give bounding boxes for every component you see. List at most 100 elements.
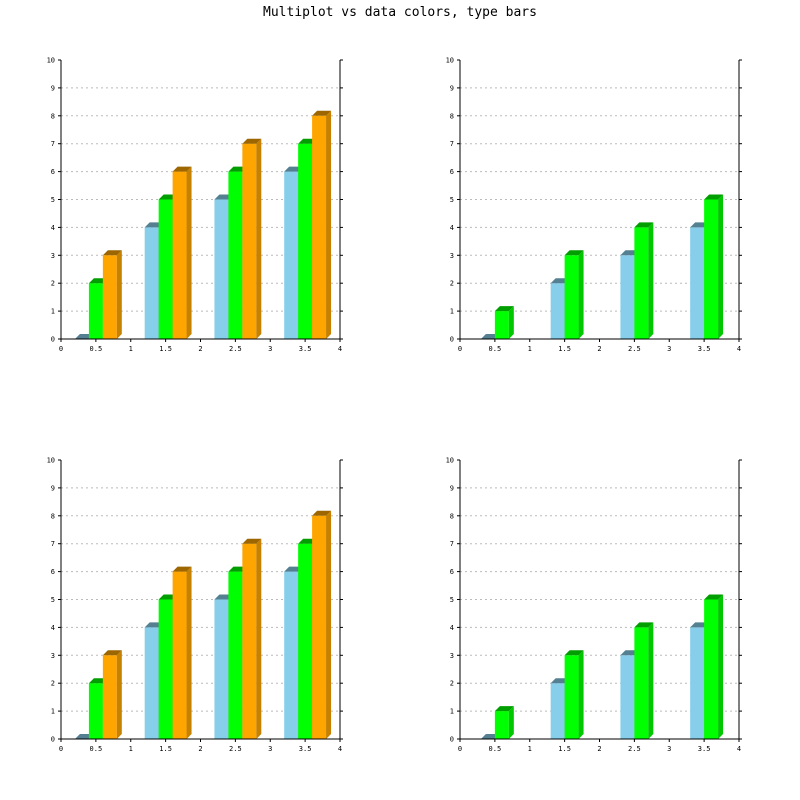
bar-front (228, 171, 243, 339)
x-tick-label: 0.5 (489, 345, 502, 353)
bar (494, 306, 514, 339)
bar-top (564, 650, 584, 656)
y-tick-label: 0 (51, 736, 55, 744)
bar-side (578, 250, 584, 339)
bar-side (326, 510, 332, 739)
x-tick-label: 0.5 (90, 345, 103, 353)
bar-side (326, 110, 332, 339)
y-tick-label: 6 (450, 568, 454, 576)
bar-top (242, 538, 262, 544)
y-tick-label: 7 (450, 140, 454, 148)
bar-top (172, 166, 192, 172)
chart-panel-2: 0 1 2 3 4 5 6 7 8 9 10 0 0.5 1 1.5 2 2.5 3 3.5 4 (446, 57, 742, 353)
y-tick-label: 8 (450, 512, 454, 520)
y-tick-label: 2 (450, 280, 454, 288)
bar-front (88, 683, 103, 739)
y-tick-label: 5 (450, 196, 454, 204)
y-tick-label: 5 (450, 596, 454, 604)
y-tick-label: 3 (450, 252, 454, 260)
bar-front (284, 571, 299, 739)
y-tick-label: 3 (51, 652, 55, 660)
bar-side (718, 194, 724, 339)
bar-front (88, 283, 103, 339)
bar-top (172, 566, 192, 572)
bar-top (494, 306, 514, 312)
y-tick-label: 9 (51, 84, 55, 92)
bar-front (690, 227, 705, 339)
x-tick-label: 2.5 (229, 345, 242, 353)
bar-top (494, 706, 514, 712)
bar-side (256, 538, 262, 739)
bar-front (550, 683, 565, 739)
bar-front (298, 143, 313, 339)
bar-front (564, 655, 579, 739)
bar-front (620, 655, 635, 739)
chart-panel-4: 0 1 2 3 4 5 6 7 8 9 10 0 0.5 1 1.5 2 2.5 3 3.5 4 (446, 457, 742, 753)
bar-top (564, 250, 584, 256)
bar (564, 650, 584, 739)
bar-front (550, 283, 565, 339)
x-tick-label: 4 (338, 345, 342, 353)
x-tick-label: 0 (59, 745, 63, 753)
y-tick-label: 6 (51, 168, 55, 176)
bar-front (704, 199, 719, 339)
y-tick-label: 2 (450, 680, 454, 688)
x-tick-label: 0.5 (489, 745, 502, 753)
x-tick-label: 2.5 (628, 345, 641, 353)
bar (704, 594, 724, 739)
x-tick-label: 0.5 (90, 745, 103, 753)
y-tick-label: 7 (51, 140, 55, 148)
bar-side (186, 166, 192, 339)
bar-top (242, 138, 262, 144)
y-tick-label: 9 (51, 484, 55, 492)
bar (704, 194, 724, 339)
bar-side (578, 650, 584, 739)
bar (494, 706, 514, 739)
y-tick-label: 7 (51, 540, 55, 548)
y-tick-label: 4 (450, 624, 454, 632)
y-tick-label: 2 (51, 280, 55, 288)
bar-front (102, 255, 117, 339)
bar-top (704, 194, 724, 200)
bar-front (214, 199, 229, 339)
bar (172, 566, 192, 739)
y-tick-label: 6 (51, 568, 55, 576)
y-tick-label: 0 (450, 336, 454, 344)
y-tick-label: 10 (47, 57, 55, 65)
x-tick-label: 3 (268, 745, 272, 753)
x-tick-label: 2.5 (229, 745, 242, 753)
x-tick-label: 3.5 (698, 345, 711, 353)
y-tick-label: 4 (51, 624, 55, 632)
bar-front (634, 627, 649, 739)
bar (312, 110, 332, 339)
x-tick-label: 1 (129, 745, 133, 753)
bar-front (242, 143, 257, 339)
bar (312, 510, 332, 739)
bar-side (508, 706, 514, 739)
y-tick-label: 9 (450, 484, 454, 492)
bar-front (172, 171, 187, 339)
bar-front (172, 571, 187, 739)
chart-title: Multiplot vs data colors, type bars (263, 5, 537, 20)
chart-panel-1: 0 1 2 3 4 5 6 7 8 9 10 0 0.5 1 1.5 2 2.5 3 3.5 4 (47, 57, 343, 353)
bar-front (158, 599, 173, 739)
x-tick-label: 0 (458, 345, 462, 353)
bar (102, 650, 122, 739)
y-tick-label: 1 (51, 708, 55, 716)
y-tick-label: 1 (450, 708, 454, 716)
chart-panel-3: 0 1 2 3 4 5 6 7 8 9 10 0 0.5 1 1.5 2 2.5 3 3.5 4 (47, 457, 343, 753)
bar-top (634, 222, 654, 228)
y-tick-label: 6 (450, 168, 454, 176)
x-tick-label: 2 (597, 345, 601, 353)
bar-top (312, 110, 332, 116)
bar-side (648, 622, 654, 739)
bar (172, 166, 192, 339)
bar-side (116, 650, 122, 739)
bar-front (494, 711, 509, 739)
bar-front (214, 599, 229, 739)
bar-front (228, 571, 243, 739)
bar-side (116, 250, 122, 339)
bar-side (256, 138, 262, 339)
bar-front (494, 311, 509, 339)
